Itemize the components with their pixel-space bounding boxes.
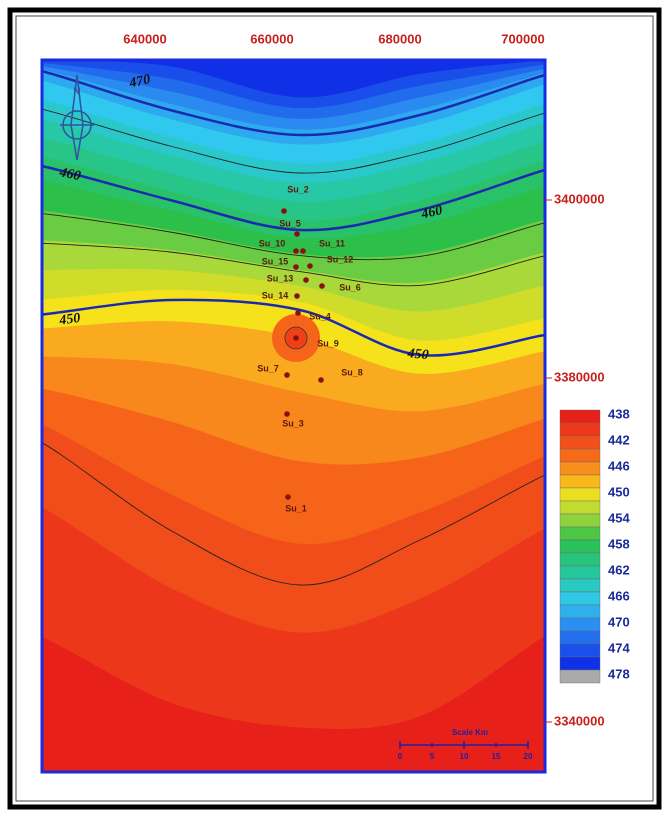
well-label: Su_5 (279, 218, 301, 228)
well-label: Su_7 (257, 363, 279, 373)
legend-swatch (559, 630, 601, 645)
legend-label: 458 (608, 536, 630, 551)
scale-title: Scale Km (452, 728, 488, 737)
well (307, 263, 313, 269)
well-label: Su_15 (262, 256, 289, 266)
well (293, 264, 299, 270)
well (285, 494, 291, 500)
x-axis-label: 660000 (250, 31, 293, 46)
legend-label: 450 (608, 484, 630, 499)
x-axis-label: 680000 (378, 31, 421, 46)
contour-lines (42, 69, 545, 586)
scale-tick: 10 (460, 752, 469, 761)
scale-bar (399, 741, 529, 749)
legend-swatch (559, 487, 601, 502)
contour-label: 450 (406, 346, 429, 363)
well (303, 277, 309, 283)
legend-label: 474 (608, 640, 630, 655)
legend-label: 438 (608, 406, 630, 421)
north-arrow: N (60, 74, 94, 161)
svg-text:N: N (73, 87, 80, 98)
legend-swatch (559, 409, 601, 424)
legend-swatch (559, 422, 601, 437)
legend-swatch (559, 513, 601, 528)
contour-line (42, 69, 545, 137)
contour-label: 470 (127, 72, 152, 91)
well-label: Su_6 (339, 282, 361, 292)
contour-label: 460 (419, 203, 444, 222)
legend-swatch (559, 643, 601, 658)
scale-tick: 20 (524, 752, 533, 761)
legend-swatch (559, 591, 601, 606)
contour-fill (42, 60, 545, 772)
scale-tick: 0 (398, 752, 403, 761)
legend-label: 462 (608, 562, 630, 577)
well-label: Su_9 (317, 338, 339, 348)
legend-label: 470 (608, 614, 630, 629)
well (281, 208, 287, 214)
well (293, 335, 299, 341)
well-label: Su_8 (341, 367, 363, 377)
well (284, 411, 290, 417)
legend-swatch (559, 474, 601, 489)
well (300, 248, 306, 254)
well (284, 372, 290, 378)
legend-swatch (559, 604, 601, 619)
well (319, 283, 325, 289)
legend-label: 442 (608, 432, 630, 447)
contour-line (42, 442, 545, 586)
contour-line (42, 298, 545, 357)
legend-swatch (559, 500, 601, 515)
well-label: Su_3 (282, 418, 304, 428)
contour-label: 460 (57, 165, 82, 184)
scale-tick: 15 (492, 752, 501, 761)
legend-label: 466 (608, 588, 630, 603)
legend-swatch (559, 448, 601, 463)
legend-label: 478 (608, 666, 630, 681)
well-label: Su_4 (309, 311, 331, 321)
well-label: Su_14 (262, 290, 289, 300)
map-border (40, 58, 547, 774)
y-axis-label: 3380000 (554, 369, 605, 384)
well-label: Su_12 (327, 254, 354, 264)
legend-swatch (559, 617, 601, 632)
legend-label: 446 (608, 458, 630, 473)
legend-swatch (559, 435, 601, 450)
legend-swatch (559, 578, 601, 593)
contour-line (42, 164, 545, 232)
inner-frame (15, 15, 654, 802)
well (293, 248, 299, 254)
legend-swatch (559, 526, 601, 541)
y-axis-label: 3340000 (554, 713, 605, 728)
legend-swatch (559, 552, 601, 567)
well-label: Su_10 (259, 238, 286, 248)
well (318, 377, 324, 383)
contour-line (42, 108, 545, 174)
legend-label: 454 (608, 510, 630, 525)
well (295, 310, 301, 316)
legend-swatch (559, 461, 601, 476)
legend-swatch (559, 669, 601, 684)
well (294, 231, 300, 237)
well-label: Su_1 (285, 503, 307, 513)
legend-swatch (559, 539, 601, 554)
band (42, 636, 545, 772)
well-label: Su_2 (287, 184, 309, 194)
well-label: Su_13 (267, 273, 294, 283)
x-axis-label: 640000 (123, 31, 166, 46)
contour-line (42, 213, 545, 261)
legend-swatch (559, 565, 601, 580)
contour-label: 450 (58, 311, 82, 329)
contour-line (42, 242, 545, 287)
scale-tick: 5 (430, 752, 435, 761)
legend-swatch (559, 656, 601, 671)
x-axis-label: 700000 (501, 31, 544, 46)
well-label: Su_11 (319, 238, 345, 248)
well (294, 293, 300, 299)
y-axis-label: 3400000 (554, 191, 605, 206)
